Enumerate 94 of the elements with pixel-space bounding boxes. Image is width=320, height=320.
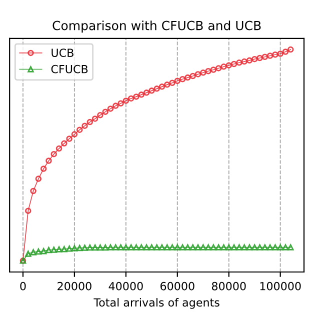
point bbox=[154, 86, 160, 92]
point bbox=[46, 158, 52, 164]
point bbox=[35, 248, 42, 255]
point bbox=[122, 98, 130, 104]
point bbox=[148, 88, 155, 94]
point bbox=[107, 106, 114, 112]
point bbox=[143, 90, 150, 96]
point bbox=[97, 112, 104, 118]
point bbox=[200, 70, 206, 76]
point bbox=[266, 244, 274, 250]
point bbox=[25, 208, 32, 214]
point bbox=[56, 145, 62, 152]
point bbox=[107, 244, 114, 250]
x-tick-label: 100000 bbox=[260, 282, 301, 290]
point bbox=[102, 244, 108, 251]
point bbox=[179, 244, 186, 250]
point bbox=[282, 244, 289, 250]
point bbox=[241, 58, 248, 65]
point bbox=[246, 57, 253, 64]
legend-label: UCB bbox=[52, 48, 74, 57]
x-tick-label: 0 bbox=[20, 282, 26, 290]
point bbox=[215, 244, 222, 250]
point bbox=[122, 244, 130, 250]
point bbox=[102, 108, 108, 115]
point bbox=[226, 244, 232, 250]
point bbox=[287, 46, 294, 53]
point bbox=[251, 244, 258, 250]
point bbox=[118, 100, 124, 106]
point bbox=[164, 244, 170, 250]
point bbox=[82, 122, 88, 129]
point bbox=[86, 118, 94, 126]
point bbox=[169, 80, 176, 86]
point bbox=[40, 248, 47, 254]
point bbox=[262, 244, 268, 250]
point bbox=[128, 244, 134, 250]
x-tick-label: 40000 bbox=[108, 282, 143, 290]
point bbox=[236, 60, 242, 66]
point bbox=[194, 244, 202, 250]
point bbox=[66, 136, 72, 142]
point bbox=[200, 244, 206, 250]
point bbox=[138, 92, 144, 98]
point bbox=[164, 82, 170, 88]
point bbox=[158, 84, 166, 90]
point bbox=[61, 140, 68, 147]
point bbox=[277, 244, 284, 250]
point bbox=[277, 50, 284, 57]
point bbox=[262, 54, 268, 60]
point bbox=[256, 54, 263, 62]
point bbox=[46, 246, 52, 254]
chart-title: Comparison with CFUCB and UCB bbox=[52, 20, 261, 33]
x-tick-label: 60000 bbox=[160, 282, 194, 290]
point bbox=[76, 126, 83, 133]
point bbox=[61, 246, 68, 252]
point bbox=[128, 95, 134, 102]
point bbox=[272, 52, 278, 58]
point bbox=[230, 60, 238, 68]
point bbox=[215, 65, 222, 72]
point bbox=[184, 74, 191, 81]
point bbox=[86, 244, 94, 251]
point bbox=[210, 66, 217, 73]
point bbox=[71, 131, 78, 138]
point bbox=[266, 52, 274, 59]
point bbox=[194, 71, 202, 78]
point bbox=[112, 102, 119, 109]
point bbox=[226, 62, 232, 68]
point bbox=[251, 56, 258, 62]
x-tick-label: 80000 bbox=[212, 282, 246, 290]
x-axis-title: Total arrivals of agents bbox=[94, 298, 220, 309]
point bbox=[92, 244, 98, 251]
point bbox=[287, 244, 294, 250]
point bbox=[50, 150, 57, 158]
point bbox=[190, 72, 196, 80]
point bbox=[40, 166, 47, 172]
point bbox=[143, 244, 150, 250]
x-tick-label: 20000 bbox=[58, 282, 92, 290]
point bbox=[174, 244, 181, 250]
point bbox=[30, 188, 36, 194]
point bbox=[97, 244, 104, 251]
point bbox=[76, 244, 83, 252]
point bbox=[174, 78, 181, 84]
point bbox=[230, 244, 238, 250]
point bbox=[71, 245, 78, 252]
point bbox=[210, 244, 217, 250]
point bbox=[246, 244, 253, 250]
point bbox=[205, 68, 212, 74]
point bbox=[35, 176, 42, 182]
point bbox=[220, 64, 227, 70]
point bbox=[133, 94, 140, 100]
point bbox=[56, 246, 62, 252]
point bbox=[179, 76, 186, 82]
point bbox=[158, 244, 166, 250]
legend-label: CFUCB bbox=[51, 64, 88, 74]
point bbox=[92, 116, 98, 122]
point bbox=[282, 48, 289, 55]
